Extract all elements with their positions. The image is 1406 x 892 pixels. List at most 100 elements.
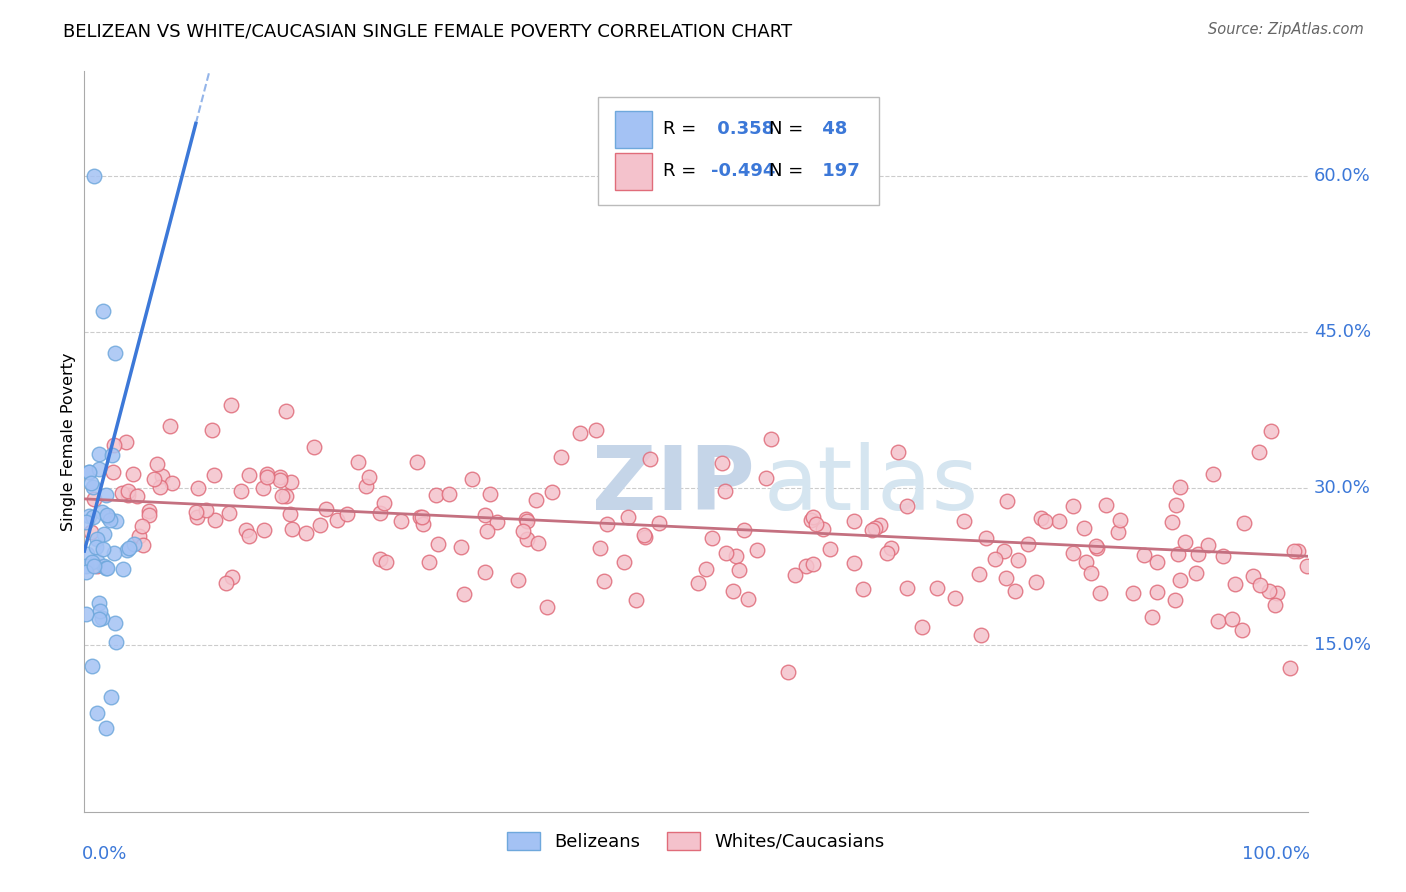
Point (1080, 566, 1102, 580)
Point (103, 546, 125, 560)
Point (524, 493, 547, 508)
Point (512, 524, 534, 539)
Point (93, 527, 115, 541)
Point (1160, 516, 1182, 530)
Point (1004, 584, 1026, 599)
Point (143, 472, 166, 486)
Point (695, 562, 717, 576)
Point (624, 593, 647, 607)
Point (204, 513, 226, 527)
Point (733, 523, 755, 537)
Point (117, 487, 139, 501)
Point (1085, 539, 1108, 553)
Point (357, 470, 380, 484)
Point (1230, 624, 1253, 638)
Point (799, 512, 821, 526)
Legend: Belizeans, Whites/Caucasians: Belizeans, Whites/Caucasians (501, 824, 891, 858)
Point (194, 503, 217, 517)
Point (569, 425, 592, 440)
Point (844, 515, 866, 529)
Point (550, 450, 572, 464)
Point (184, 506, 207, 520)
Point (104, 615, 127, 630)
Point (389, 514, 412, 528)
Point (101, 466, 124, 480)
Point (943, 591, 966, 606)
Point (1164, 498, 1187, 512)
Point (219, 398, 242, 412)
Point (1007, 552, 1029, 566)
Point (79, 475, 101, 490)
Point (315, 502, 337, 516)
Point (96, 561, 118, 575)
Point (86, 706, 108, 720)
Point (83, 169, 105, 183)
Point (721, 584, 744, 599)
Point (75, 515, 97, 529)
Point (370, 506, 392, 520)
Text: -0.494: -0.494 (710, 162, 775, 180)
Point (863, 521, 886, 535)
Point (80, 658, 103, 673)
Point (117, 484, 139, 499)
Point (648, 516, 671, 530)
Point (842, 556, 865, 570)
Point (516, 532, 538, 546)
Point (995, 571, 1018, 585)
Point (114, 434, 136, 449)
Point (405, 455, 427, 469)
Point (83, 558, 105, 573)
Point (121, 467, 143, 481)
Point (150, 469, 173, 483)
Point (118, 541, 141, 556)
Text: 60.0%: 60.0% (1313, 167, 1371, 185)
Point (374, 555, 396, 569)
Point (634, 530, 657, 544)
Point (103, 438, 125, 452)
Point (1282, 544, 1305, 558)
Point (688, 575, 710, 590)
Point (1288, 543, 1310, 558)
Point (716, 546, 738, 560)
Point (755, 471, 778, 485)
Point (104, 514, 127, 528)
Point (308, 517, 330, 532)
Point (215, 575, 238, 590)
Point (418, 555, 440, 569)
Text: 45.0%: 45.0% (1313, 323, 1371, 341)
Point (727, 562, 749, 576)
Point (146, 457, 169, 471)
Text: N =: N = (769, 162, 810, 180)
Point (1264, 598, 1286, 612)
Point (887, 445, 910, 459)
Point (86, 532, 108, 546)
Point (159, 418, 181, 433)
Point (1233, 516, 1256, 530)
Point (852, 582, 875, 596)
Point (105, 634, 128, 648)
Point (253, 524, 276, 538)
Point (869, 517, 891, 532)
Point (1107, 524, 1129, 539)
Point (1212, 549, 1234, 563)
Point (186, 510, 208, 524)
Point (411, 510, 433, 524)
Point (993, 543, 1015, 558)
Point (527, 535, 550, 549)
Point (201, 423, 224, 437)
Point (100, 690, 122, 704)
Point (596, 516, 619, 531)
Point (270, 489, 292, 503)
Point (761, 432, 783, 446)
FancyBboxPatch shape (616, 153, 652, 190)
Point (127, 489, 149, 503)
Point (149, 480, 172, 494)
Point (128, 529, 150, 543)
Point (1185, 566, 1208, 581)
Point (269, 470, 291, 484)
Point (967, 567, 990, 582)
Point (368, 552, 391, 566)
Point (1187, 547, 1209, 561)
Point (474, 566, 496, 580)
Point (803, 510, 825, 524)
